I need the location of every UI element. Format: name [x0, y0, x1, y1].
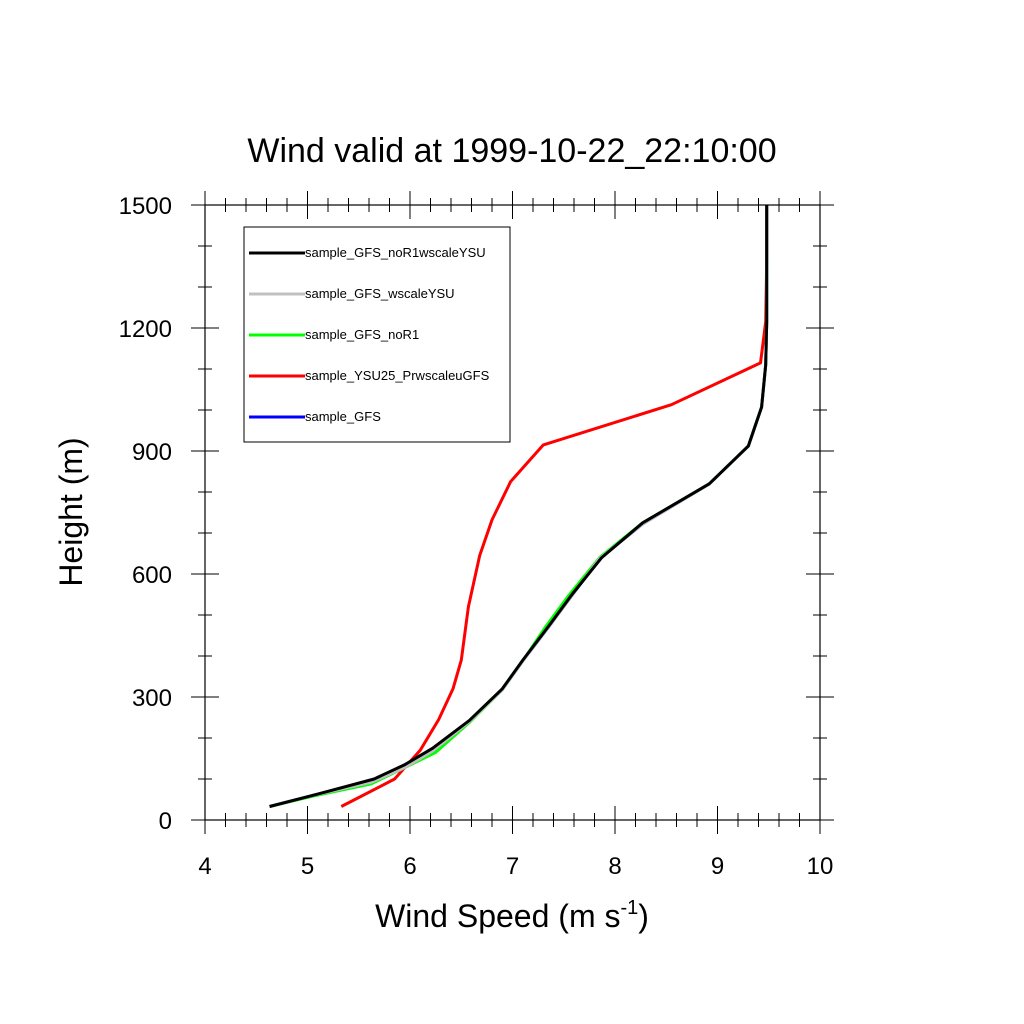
y-tick-label: 1500 [119, 193, 172, 220]
x-axis-label-superscript: -1 [620, 897, 638, 919]
tick-labels: 4 5 6 7 8 9 10 0 300 600 900 1200 1500 [119, 193, 834, 880]
x-tick-label: 8 [608, 853, 621, 880]
y-tick-label: 1200 [119, 316, 172, 343]
x-tick-label: 7 [506, 853, 519, 880]
chart-title: Wind valid at 1999-10-22_22:10:00 [247, 132, 776, 170]
x-axis-label-main: Wind Speed (m s [375, 898, 620, 934]
x-tick-label: 6 [403, 853, 416, 880]
x-tick-label: 9 [711, 853, 724, 880]
legend-label-sample_GFS_noR1wscaleYSU: sample_GFS_noR1wscaleYSU [305, 245, 486, 260]
x-tick-label: 5 [301, 853, 314, 880]
x-tick-label: 4 [198, 853, 211, 880]
y-tick-label: 600 [132, 562, 172, 589]
ticks [191, 191, 834, 834]
x-axis-label-end: ) [638, 898, 649, 934]
legend-label-sample_GFS_wscaleYSU: sample_GFS_wscaleYSU [305, 286, 455, 301]
x-tick-label: 10 [807, 853, 834, 880]
legend: sample_GFS_noR1wscaleYSU sample_GFS_wscal… [243, 226, 511, 443]
series-line-sample_GFS_noR1wscaleYSU [269, 205, 769, 808]
y-tick-label: 0 [159, 808, 172, 835]
legend-label-sample_GFS_noR1: sample_GFS_noR1 [305, 327, 419, 342]
y-tick-label: 900 [132, 439, 172, 466]
y-axis-label: Height (m) [53, 437, 89, 586]
x-axis-label: Wind Speed (m s-1) [375, 897, 649, 934]
y-tick-label: 300 [132, 685, 172, 712]
series-line-sample_YSU25_PrwscaleuGFS [340, 205, 769, 808]
legend-label-sample_GFS: sample_GFS [305, 409, 381, 424]
legend-label-sample_YSU25_PrwscaleuGFS: sample_YSU25_PrwscaleuGFS [305, 368, 490, 383]
plot-lines [269, 205, 769, 808]
